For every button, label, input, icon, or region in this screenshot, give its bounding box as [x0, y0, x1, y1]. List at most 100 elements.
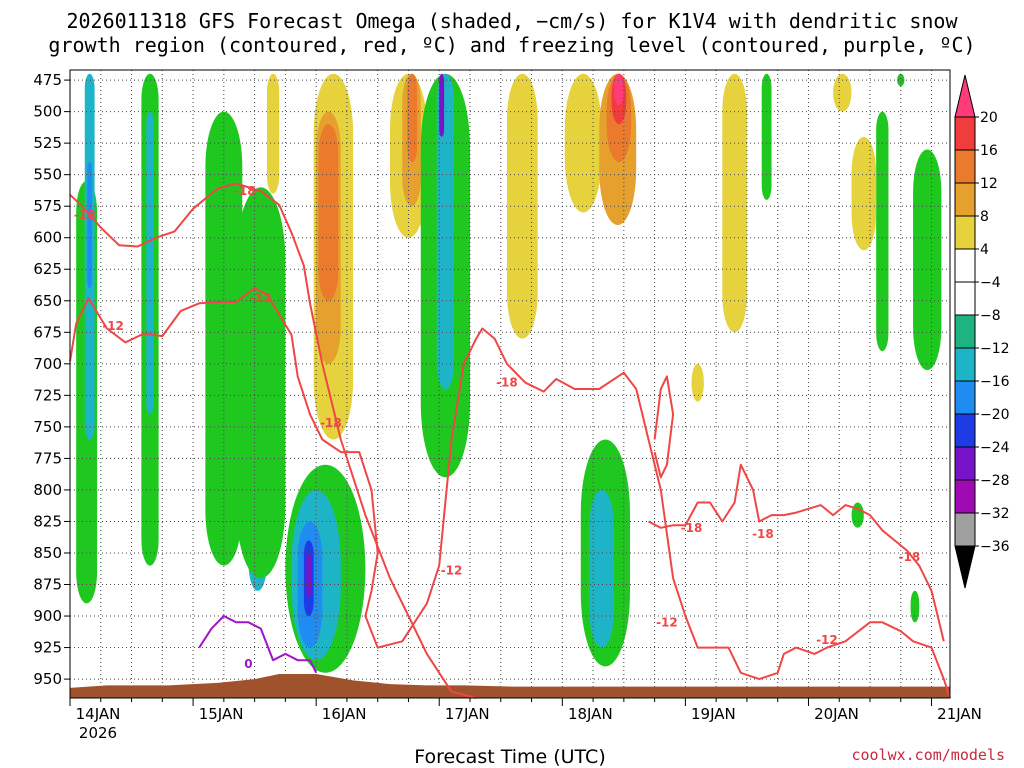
x-tick-label: 20JAN	[814, 705, 859, 723]
colorbar-label: 20	[980, 110, 998, 126]
y-tick-label: 625	[33, 260, 62, 278]
contour-label: -12	[816, 633, 838, 647]
omega-shade-cell	[589, 489, 614, 648]
freezing-level-contour	[198, 615, 318, 674]
colorbar-segment	[954, 479, 976, 514]
colorbar-segment	[954, 248, 976, 283]
colorbar-label: −4	[980, 275, 1001, 291]
y-tick-label: 850	[33, 544, 62, 562]
y-tick-label: 525	[33, 134, 62, 152]
y-tick-label: 950	[33, 670, 62, 688]
colorbar-bottom-arrow	[954, 545, 976, 589]
x-tick-label: 14JAN	[76, 705, 121, 723]
grid-layer	[69, 70, 950, 698]
x-tick-label: 21JAN	[937, 705, 982, 723]
x-axis-year: 2026	[79, 724, 117, 742]
y-tick-label: 475	[33, 71, 62, 89]
contour-label: 0	[244, 657, 252, 671]
omega-shade-cell	[564, 73, 602, 213]
colorbar-segment	[954, 215, 976, 250]
colorbar-segment	[954, 413, 976, 448]
x-axis-title: Forecast Time (UTC)	[414, 746, 605, 768]
omega-shade-cell	[146, 111, 154, 415]
colorbar-segment	[954, 347, 976, 382]
colorbar-label: 8	[980, 209, 989, 225]
omega-shade-cell	[87, 162, 93, 289]
omega-shade-cell	[910, 590, 920, 623]
colorbar: 20 16 12 8 4 −4 −8 −12 −16 −20 −24 −28 −32 −36	[954, 74, 1010, 589]
colorbar-label: −12	[980, 341, 1010, 357]
x-tick-label: 17JAN	[445, 705, 490, 723]
contour-label: -18	[681, 521, 703, 535]
contour-label: -12	[102, 319, 124, 333]
contour-label: -12	[656, 615, 678, 629]
contour-label: -18	[234, 184, 256, 198]
colorbar-label: −28	[980, 473, 1010, 489]
dgz-contour	[69, 182, 477, 699]
colorbar-label: −16	[980, 374, 1010, 390]
omega-shade-cell	[407, 73, 418, 163]
colorbar-label: −32	[980, 506, 1010, 522]
y-tick-label: 825	[33, 512, 62, 530]
colorbar-segment	[954, 314, 976, 349]
x-tick-label: 15JAN	[199, 705, 244, 723]
contour-label: -18	[74, 208, 96, 222]
y-tick-label: 775	[33, 449, 62, 467]
x-axis: 14JAN 15JAN 16JAN 17JAN 18JAN 19JAN 20JAN 21JAN	[69, 698, 982, 723]
plot-frame	[69, 69, 951, 699]
y-tick-label: 725	[33, 386, 62, 404]
colorbar-segment	[954, 281, 976, 316]
colorbar-top-arrow	[954, 74, 976, 118]
omega-shade-cell	[306, 552, 312, 598]
colorbar-segment	[954, 182, 976, 217]
y-axis: 475 500 525 550 575 600 625 650 675 700 725 750 775 8…	[33, 71, 70, 688]
dgz-contour	[648, 463, 945, 642]
contour-label: -18	[320, 416, 342, 430]
y-tick-label: 925	[33, 639, 62, 657]
omega-shade-cell	[691, 363, 704, 402]
contour-label: -18	[899, 550, 921, 564]
colorbar-label: −24	[980, 440, 1010, 456]
omega-shade-cell	[851, 502, 864, 528]
colorbar-label: 12	[980, 176, 998, 192]
chart-title-line-1: 2026011318 GFS Forecast Omega (shaded, −…	[66, 9, 958, 33]
omega-shade-cell	[436, 73, 454, 390]
terrain-layer	[70, 674, 950, 698]
omega-shade-cell	[439, 73, 445, 137]
omega-shade-cell	[614, 73, 624, 106]
y-tick-label: 550	[33, 166, 62, 184]
colorbar-segment	[954, 446, 976, 481]
y-tick-label: 800	[33, 481, 62, 499]
colorbar-label: −36	[980, 539, 1010, 555]
contour-label: -18	[496, 376, 518, 390]
y-tick-label: 500	[33, 103, 62, 121]
contour-label: -12	[250, 291, 272, 305]
y-tick-label: 600	[33, 229, 62, 247]
colorbar-segment	[954, 116, 976, 151]
contour-label: -12	[441, 564, 463, 578]
omega-shade-cell	[722, 73, 747, 333]
colorbar-label: 4	[980, 242, 989, 258]
chart-title-line-2: growth region (contoured, red, ºC) and f…	[48, 33, 975, 57]
omega-shade-cell	[913, 149, 942, 371]
dgz-contour	[69, 287, 951, 699]
y-tick-label: 675	[33, 323, 62, 341]
omega-shade-cell	[266, 73, 280, 194]
colorbar-label: −20	[980, 407, 1010, 423]
x-tick-label: 18JAN	[568, 705, 613, 723]
omega-shade-cell	[876, 111, 889, 352]
dgz-contour	[653, 375, 675, 479]
colorbar-label: −8	[980, 308, 1001, 324]
omega-shade-cell	[236, 187, 286, 579]
y-tick-label: 575	[33, 197, 62, 215]
omega-shade-cell	[897, 73, 905, 87]
credit-text: coolwx.com/models	[851, 746, 1005, 764]
omega-shade-cell	[761, 73, 772, 200]
omega-shade-cell	[851, 136, 877, 251]
contour-layer	[69, 182, 951, 699]
y-tick-label: 750	[33, 418, 62, 436]
plot-area: -18 -18 -12 -12 -18 -18 -12 -18 -18 -18 -12 -12 0	[69, 69, 951, 699]
contour-label-layer: -18 -18 -12 -12 -18 -18 -12 -18 -18 -18 -12 -12 0	[74, 184, 920, 671]
terrain-surface	[70, 674, 950, 698]
